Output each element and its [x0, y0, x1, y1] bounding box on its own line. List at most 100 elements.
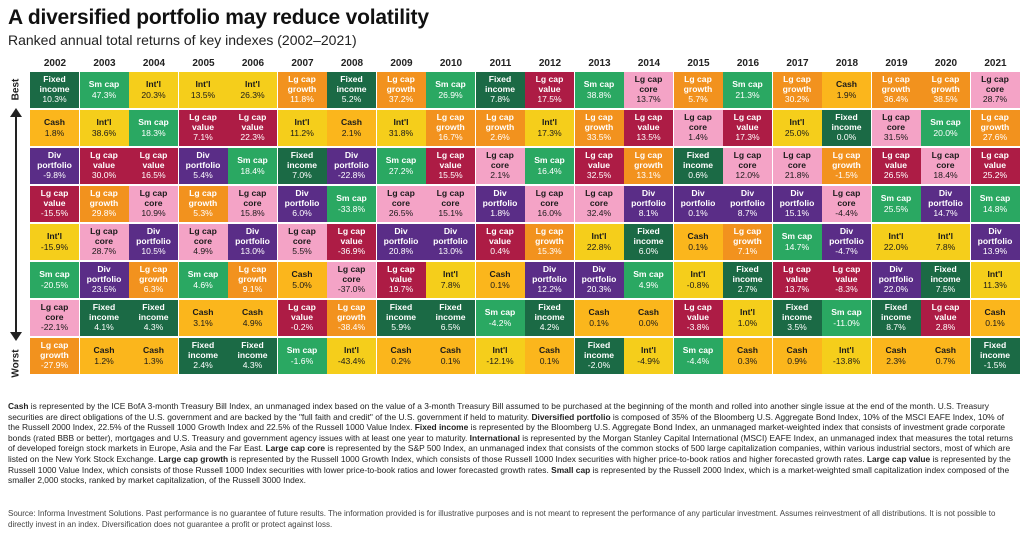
return-cell: Lg cap value 0.4%	[475, 224, 525, 260]
asset-class-label: Div portfolio	[284, 188, 320, 208]
return-value: 5.0%	[292, 279, 312, 290]
return-value: 22.0%	[883, 284, 909, 295]
return-value: 0.1%	[490, 279, 510, 290]
asset-class-label: Int'l	[839, 345, 854, 356]
return-cell: Cash 0.3%	[723, 338, 772, 374]
return-value: -9.8%	[43, 170, 66, 181]
asset-class-label: Lg cap value	[634, 112, 663, 132]
return-value: 2.1%	[341, 127, 362, 138]
return-cell: Sm cap 25.5%	[871, 186, 921, 222]
return-value: 10.5%	[141, 246, 166, 257]
return-value: 4.6%	[193, 279, 213, 290]
asset-class-label: Fixed income	[534, 302, 565, 322]
return-value: 13.7%	[636, 94, 661, 105]
asset-class-label: Lg cap growth	[535, 226, 564, 246]
return-value: 26.5%	[388, 208, 414, 219]
return-cell: Div portfolio 1.8%	[475, 186, 525, 222]
return-value: -1.6%	[290, 355, 314, 366]
return-cell: Sm cap 14.7%	[772, 224, 822, 260]
asset-class-label: Lg cap growth	[386, 74, 416, 94]
return-value: 25.0%	[784, 127, 810, 138]
return-value: 32.4%	[586, 208, 612, 219]
year-label: 2018	[835, 58, 859, 69]
return-cell: Lg cap growth 37.2%	[376, 72, 426, 108]
return-value: 7.8%	[935, 241, 956, 252]
asset-class-label: Fixed income	[880, 302, 912, 322]
asset-class-label: Lg cap value	[436, 150, 465, 170]
return-cell: Lg cap core 1.4%	[673, 110, 723, 146]
year-label: 2004	[142, 58, 166, 69]
asset-class-label: Lg cap growth	[584, 112, 614, 132]
return-cell: Int'l -15.9%	[30, 224, 79, 260]
asset-class-label: Fixed income	[979, 340, 1011, 360]
asset-class-label: Lg cap value	[783, 264, 811, 284]
year-label: 2019	[885, 58, 908, 69]
source-note: Source: Informa Investment Solutions. Pa…	[8, 509, 996, 529]
return-cell: Fixed income 2.7%	[723, 262, 772, 298]
return-cell: Div portfolio 0.1%	[673, 186, 723, 222]
return-value: 26.9%	[438, 89, 463, 100]
return-cell: Div portfolio 13.9%	[970, 224, 1020, 260]
return-cell: Lg cap core 21.8%	[772, 148, 822, 184]
return-value: 10.9%	[141, 208, 166, 219]
return-cell: Lg cap growth 7.1%	[723, 224, 772, 260]
return-cell: Cash 0.9%	[772, 338, 822, 374]
return-value: 17.3%	[537, 127, 562, 138]
asset-class-label: Cash	[786, 345, 808, 356]
return-value: 16.5%	[141, 170, 166, 181]
return-value: 2.6%	[490, 132, 510, 143]
return-value: -8.3%	[835, 284, 858, 295]
return-cell: Lg cap value 16.5%	[129, 148, 178, 184]
return-value: -20.5%	[40, 279, 69, 290]
chart-subtitle: Ranked annual total returns of key index…	[8, 32, 357, 48]
asset-class-label: Int'l	[146, 79, 161, 90]
return-value: -12.1%	[486, 355, 514, 366]
asset-class-label: Div portfolio	[878, 264, 914, 284]
year-label: 2021	[984, 58, 1007, 69]
asset-class-label: Div portfolio	[680, 188, 716, 208]
return-cell: Fixed income 7.0%	[277, 148, 327, 184]
return-cell: Cash 0.1%	[426, 338, 475, 374]
return-cell: Lg cap value 32.5%	[574, 148, 624, 184]
return-cell: Div portfolio 8.1%	[624, 186, 673, 222]
return-value: -38.4%	[337, 322, 366, 333]
return-value: 30.2%	[784, 94, 810, 105]
return-cell: Sm cap -20.5%	[30, 262, 79, 298]
asset-class-label: Fixed income	[781, 302, 813, 322]
asset-class-label: Lg cap growth	[931, 74, 960, 94]
return-value: 19.7%	[388, 284, 414, 295]
asset-class-label: Lg cap growth	[782, 74, 812, 94]
asset-class-label: Sm cap	[583, 79, 615, 90]
return-cell: Lg cap growth 30.2%	[772, 72, 822, 108]
asset-class-label: Lg cap growth	[40, 340, 69, 360]
return-value: 13.5%	[190, 89, 216, 100]
asset-class-label: Div portfolio	[185, 150, 221, 170]
asset-class-label: Lg cap value	[486, 226, 514, 246]
return-cell: Div portfolio 20.3%	[574, 262, 624, 298]
note-text: is represented by the ICE BofA 3-month T…	[8, 401, 989, 422]
year-label: 2017	[786, 58, 809, 69]
asset-class-label: Sm cap	[435, 79, 466, 90]
asset-class-label: Lg cap core	[931, 150, 960, 170]
return-cell: Cash 5.0%	[277, 262, 327, 298]
return-value: -27.9%	[40, 360, 69, 371]
return-cell: Cash 2.3%	[871, 338, 921, 374]
note-term: Large cap growth	[158, 453, 229, 464]
return-value: 0.0%	[836, 132, 857, 143]
return-value: 11.3%	[983, 279, 1007, 290]
return-cell: Cash 1.9%	[822, 72, 871, 108]
return-value: 15.1%	[784, 208, 810, 219]
down-arrow-icon	[10, 332, 22, 341]
return-value: 47.3%	[91, 89, 117, 100]
return-value: 2.7%	[737, 284, 758, 295]
return-value: 14.7%	[933, 208, 958, 219]
return-cell: Lg cap value 17.3%	[723, 110, 772, 146]
asset-class-label: Div portfolio	[829, 226, 864, 246]
return-value: 15.8%	[240, 208, 265, 219]
asset-class-label: Int'l	[96, 117, 112, 128]
return-value: -22.8%	[337, 170, 366, 181]
asset-class-label: Fixed income	[385, 302, 417, 322]
asset-class-label: Lg cap value	[882, 150, 910, 170]
asset-class-label: Int'l	[393, 117, 409, 128]
year-label: 2007	[291, 58, 314, 69]
